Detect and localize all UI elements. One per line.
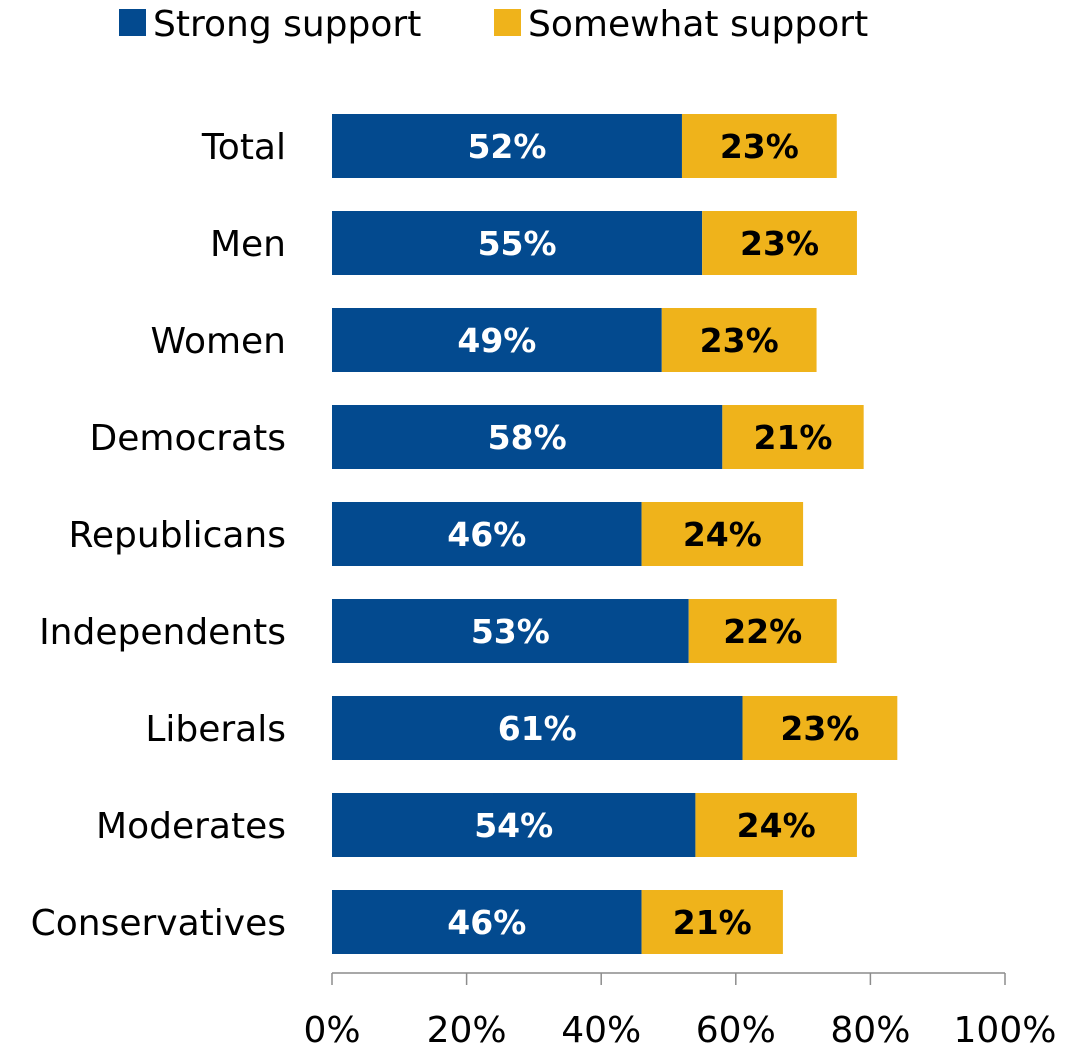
bar-segment [695,793,857,857]
x-tick-label: 40% [561,1010,641,1051]
legend: Strong support Somewhat support [119,4,868,45]
bar-segment [722,405,864,469]
category-labels: Total Men Women Democrats Republicans Indepen… [31,127,286,944]
x-tick-label: 60% [696,1010,776,1051]
data-label: 23% [700,321,779,360]
legend-swatch-1 [494,9,521,36]
data-label: 49% [457,321,536,360]
category-label: Democrats [90,418,287,459]
legend-label-0: Strong support [153,4,421,45]
legend-swatch-0 [119,9,146,36]
data-label: 21% [754,418,833,457]
data-label: 53% [471,612,550,651]
data-label: 23% [780,709,859,748]
bar-segment [661,308,817,372]
x-tick-label: 100% [954,1010,1057,1051]
bar-segment [641,890,783,954]
category-label: Moderates [96,806,286,847]
bar-segment [688,599,837,663]
category-label: Conservatives [31,903,286,944]
data-label: 46% [447,515,526,554]
category-label: Republicans [69,515,287,556]
x-tick-label: 0% [303,1010,360,1051]
data-label: 24% [737,806,816,845]
data-label: 21% [673,903,752,942]
data-label: 55% [478,224,557,263]
data-label: 22% [723,612,802,651]
data-label: 54% [474,806,553,845]
category-label: Total [201,127,286,168]
category-label: Independents [39,612,286,653]
bars-group: 52% 23% 55% 23% 49% 23% 58% 21% 46% 24% 53% 22% 61% 2… [332,114,898,954]
bar-segment [742,696,898,760]
bar-segment [332,211,703,275]
x-axis: 0% 20% 40% 60% 80% 100% [303,972,1057,1051]
bar-segment [332,114,682,178]
category-label: Liberals [145,709,286,750]
data-label: 52% [467,127,546,166]
bar-segment [332,405,723,469]
bar-segment [332,308,662,372]
bar-segment [681,114,837,178]
bar-segment [332,502,642,566]
data-label: 23% [720,127,799,166]
category-label: Women [150,321,286,362]
bar-segment [641,502,804,566]
data-label: 61% [498,709,577,748]
data-label: 58% [488,418,567,457]
bar-segment [702,211,857,275]
legend-label-1: Somewhat support [528,4,868,45]
bar-segment [332,890,642,954]
bar-segment [332,696,743,760]
data-label: 46% [447,903,526,942]
category-label: Men [210,224,286,265]
data-label: 24% [683,515,762,554]
x-tick-label: 80% [830,1010,910,1051]
bar-segment [332,793,696,857]
bar-segment [332,599,689,663]
data-label: 23% [740,224,819,263]
x-tick-label: 20% [427,1010,507,1051]
